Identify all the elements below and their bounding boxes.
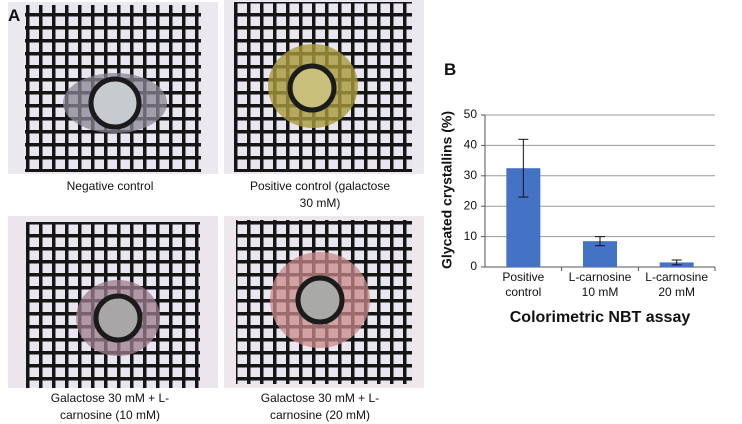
y-tick-label: 0 — [470, 259, 477, 273]
photo-positive-control — [224, 0, 424, 174]
x-tick-label: Positive control — [502, 270, 545, 299]
photo-caption: Positive control (galactose 30 mM) — [249, 179, 391, 210]
photo-carnosine-20 — [224, 216, 424, 388]
photo-caption: Galactose 30 mM + L-carnosine (10 mM) — [50, 391, 170, 422]
y-tick-label: 30 — [464, 168, 478, 182]
y-tick-label: 50 — [464, 107, 478, 121]
x-axis-title: Colorimetric NBT assay — [510, 309, 691, 326]
panel-label: A — [8, 6, 21, 25]
y-tick-label: 40 — [464, 138, 478, 152]
photo-caption: Galactose 30 mM + L-carnosine (20 mM) — [260, 391, 380, 422]
photo-negative-control — [8, 2, 218, 174]
error-bar — [595, 236, 605, 247]
y-axis-title: Glycated crystallins (%) — [439, 111, 455, 269]
photo-carnosine-10 — [8, 216, 218, 388]
error-bar — [518, 138, 529, 198]
panel-label: B — [444, 60, 457, 79]
y-tick-label: 10 — [464, 229, 478, 243]
photo-caption: Negative control — [66, 179, 154, 193]
x-tick-label: L-carnosine 10 mM — [568, 270, 632, 299]
error-bar — [671, 259, 682, 266]
x-tick-label: L-carnosine 20 mM — [645, 270, 708, 299]
y-tick-label: 20 — [464, 198, 478, 212]
